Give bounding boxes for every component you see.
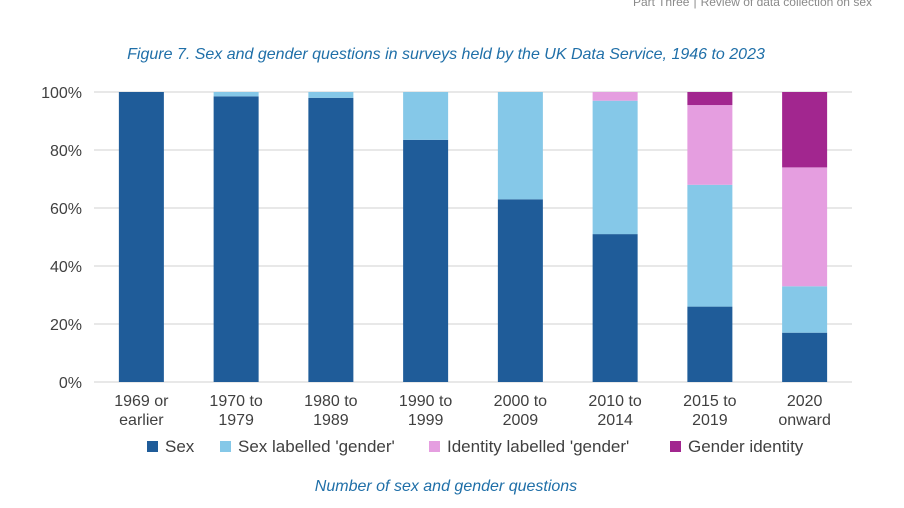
bar-segment bbox=[497, 92, 543, 200]
bar-segment bbox=[687, 184, 733, 307]
legend-label: Sex bbox=[165, 437, 195, 456]
y-tick-label: 20% bbox=[50, 317, 82, 334]
bar-segment bbox=[687, 92, 733, 106]
x-tick-label-line: 1970 to bbox=[209, 393, 262, 410]
x-tick-label-line: earlier bbox=[119, 412, 164, 429]
bar-segment bbox=[118, 92, 164, 382]
x-tick-label: 2020 onward bbox=[778, 393, 830, 429]
bar-segment bbox=[213, 96, 259, 382]
chart-panel: 0% 20% 40% 60% 80% 100% 1969 or earlier 1970 to 1… bbox=[30, 80, 866, 466]
bar-segment bbox=[687, 306, 733, 382]
bar-segment bbox=[592, 92, 638, 101]
x-tick-label-line: 2010 to bbox=[588, 393, 641, 410]
bar-segment bbox=[497, 199, 543, 382]
y-tick-label: 0% bbox=[59, 375, 82, 392]
legend-label: Gender identity bbox=[688, 437, 804, 456]
x-tick-label-line: 2020 bbox=[787, 393, 823, 410]
x-tick-label: 1980 to 1989 bbox=[304, 393, 357, 429]
bar-segment bbox=[308, 92, 354, 98]
x-tick-label-line: 2019 bbox=[692, 412, 728, 429]
bar-segment bbox=[403, 92, 449, 140]
y-tick-label: 80% bbox=[50, 143, 82, 160]
y-tick-label: 60% bbox=[50, 201, 82, 218]
bar-segment bbox=[782, 92, 828, 168]
bar-segment bbox=[592, 100, 638, 235]
bar-segment bbox=[687, 105, 733, 185]
x-tick-label: 1970 to 1979 bbox=[209, 393, 262, 429]
legend-label: Identity labelled 'gender' bbox=[447, 437, 629, 456]
x-tick-label-line: 1989 bbox=[313, 412, 349, 429]
x-tick-label-line: 2014 bbox=[597, 412, 633, 429]
x-tick-label-line: 1979 bbox=[218, 412, 254, 429]
figure-title: Figure 7. Sex and gender questions in su… bbox=[127, 46, 765, 63]
header-section: Review of data collection on sex bbox=[700, 0, 872, 9]
x-tick-label: 2015 to 2019 bbox=[683, 393, 736, 429]
header-part: Part Three bbox=[632, 0, 690, 9]
bar-segment bbox=[213, 92, 259, 97]
legend-swatch bbox=[147, 441, 158, 452]
x-tick-label: 1969 or earlier bbox=[114, 393, 169, 429]
x-tick-label-line: onward bbox=[778, 412, 830, 429]
bar-segment bbox=[403, 139, 449, 382]
x-tick-label-line: 1990 to bbox=[399, 393, 452, 410]
legend-label: Sex labelled 'gender' bbox=[238, 437, 395, 456]
x-tick-label: 1990 to 1999 bbox=[399, 393, 452, 429]
running-header: Part Three | Review of data collection on … bbox=[633, 0, 872, 9]
x-tick-label-line: 1980 to bbox=[304, 393, 357, 410]
x-tick-label: 2010 to 2014 bbox=[588, 393, 641, 429]
header-separator: | bbox=[693, 0, 697, 9]
x-tick-label-line: 2015 to bbox=[683, 393, 736, 410]
legend-swatch bbox=[670, 441, 681, 452]
x-tick-label: 2000 to 2009 bbox=[494, 393, 547, 429]
x-tick-label-line: 2009 bbox=[503, 412, 539, 429]
x-tick-label-line: 2000 to bbox=[494, 393, 547, 410]
figure-caption: Number of sex and gender questions bbox=[314, 478, 578, 495]
bar-segment bbox=[782, 167, 828, 287]
bar-segment bbox=[308, 97, 354, 383]
x-tick-label-line: 1999 bbox=[408, 412, 444, 429]
bar-segment bbox=[592, 234, 638, 382]
legend-swatch bbox=[429, 441, 440, 452]
bar-segment bbox=[782, 332, 828, 382]
bar-segment bbox=[782, 286, 828, 333]
legend-swatch bbox=[220, 441, 231, 452]
y-tick-label: 40% bbox=[50, 259, 82, 276]
x-tick-label-line: 1969 or bbox=[114, 393, 169, 410]
y-tick-label: 100% bbox=[41, 85, 82, 102]
